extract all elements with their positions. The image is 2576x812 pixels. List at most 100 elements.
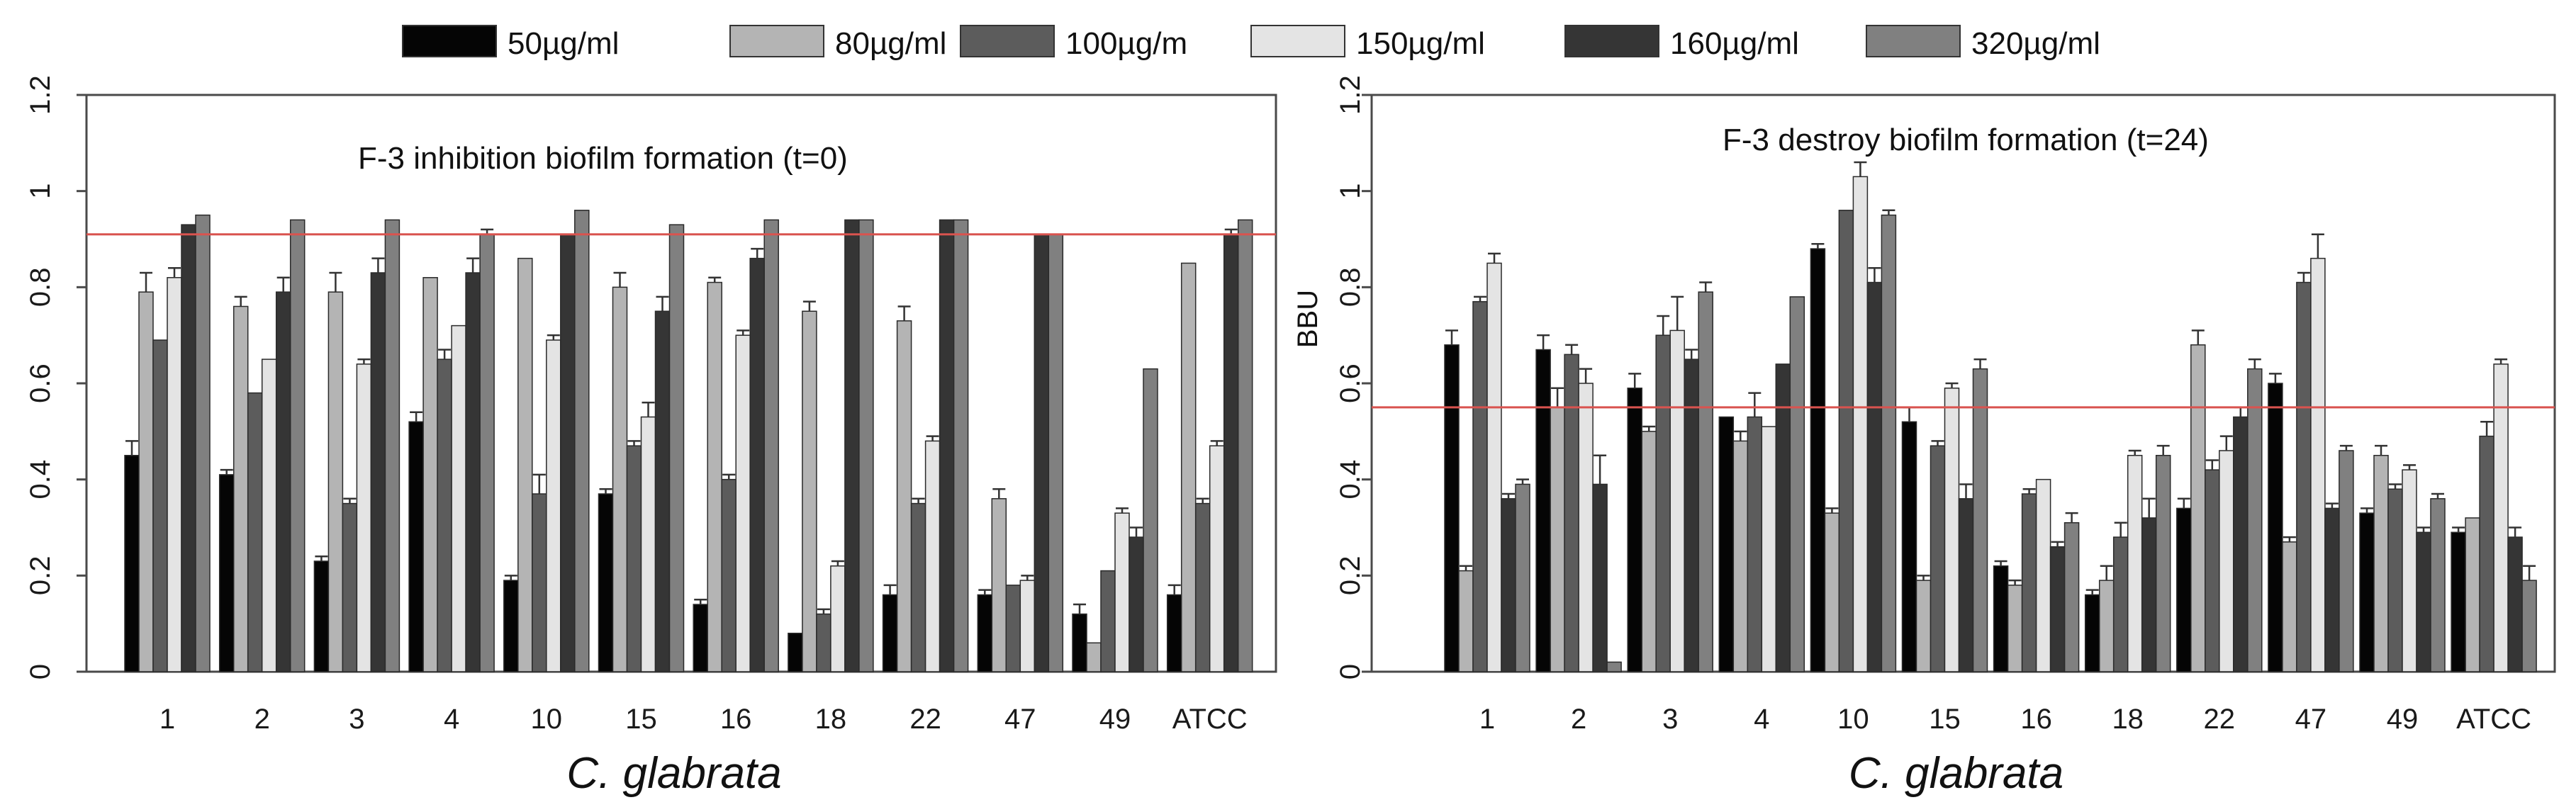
bar-80-g-ml-4 [1732,440,1749,672]
bar-160-g-ml-atcc [2507,536,2523,672]
error-bar [140,271,152,293]
error-bar [1196,497,1209,504]
bar-320-g-ml-22 [2247,368,2263,672]
bar-160-g-ml-3 [370,272,386,672]
error-bar [2191,329,2205,345]
bar-80-g-ml-2 [233,305,249,672]
bar-100-g-m-10 [532,493,547,672]
y-axis: 0 0.2 0.4 0.6 0.8 1 1.2 [25,75,86,680]
bar-320-g-ml-atcc [1237,219,1253,672]
bar-160-g-ml-3 [1684,359,1699,672]
x-tick-label: 16 [720,704,752,735]
bar-50-g-ml-47 [2268,383,2283,672]
error-bar [504,575,517,581]
legend-label: 160µg/ml [1670,26,1799,61]
error-bar [1657,315,1670,336]
bar-320-g-ml-10 [1881,214,1897,672]
y-axis: 0 0.2 0.4 0.6 0.8 1 1.2 [1335,75,1372,680]
bar-160-g-ml-49 [1129,536,1144,672]
error-bar [978,589,992,595]
x-tick-label: 2 [254,704,270,735]
error-bar [1167,584,1181,595]
error-bar [1445,329,1458,345]
bar-320-g-ml-atcc [2521,580,2537,672]
bar-150-g-ml-18 [830,565,846,672]
bar-320-g-ml-22 [953,219,969,672]
error-bar [1210,440,1223,446]
error-bar [343,497,357,504]
bar-50-g-ml-15 [1901,421,1917,672]
y-tick-label: 0 [1335,664,1366,680]
error-bar [2389,483,2402,490]
bar-320-g-ml-4 [1789,296,1805,672]
bar-100-g-m-1 [152,339,168,672]
x-tick-label: 1 [1479,704,1495,735]
legend-swatch [729,25,824,57]
legend-item-80-g-ml: 80µg/ml [729,25,946,61]
legend-swatch [960,25,1055,57]
bar-50-g-ml-1 [124,455,140,672]
bar-150-g-ml-atcc [2493,363,2509,672]
x-tick-label: 18 [2112,704,2144,735]
chart-panel-inhibition: 0 0.2 0.4 0.6 0.8 1 1.2 1 2 3 4 10 15 16 18 22 47 49 ATCC C… [25,75,1277,798]
error-bar [220,468,233,475]
error-bar [2268,373,2282,383]
x-tick-label: 22 [909,704,941,735]
bar-80-g-ml-49 [1086,642,1102,672]
error-bar [2100,565,2113,581]
bar-150-g-ml-18 [2127,455,2143,672]
bar-100-g-m-15 [1930,445,1946,672]
error-bar [2008,579,2022,585]
bar-50-g-ml-atcc [2451,531,2466,672]
legend: 50µg/ml 80µg/ml 100µg/m 150µg/ml 160µg/ml 320… [402,25,2100,61]
x-tick-label: 49 [1099,704,1131,735]
y-tick-label: 0 [25,664,56,680]
bar-50-g-ml-49 [1072,613,1087,672]
x-tick-label: 4 [444,704,459,735]
bar-100-g-m-3 [342,502,358,672]
bar-100-g-m-2 [247,392,263,672]
bar-80-g-ml-22 [896,320,912,672]
bars [1444,161,2537,672]
error-bar [168,266,181,278]
bar-320-g-ml-15 [1972,368,1988,672]
bar-150-g-ml-49 [2402,469,2417,672]
x-tick-label: 1 [159,704,175,735]
error-bar [1116,507,1129,514]
bar-80-g-ml-3 [1641,431,1657,672]
error-bar [1825,507,1839,514]
bar-160-g-ml-47 [1034,233,1050,672]
bar-320-g-ml-16 [763,219,779,672]
legend-swatch [1564,25,1659,57]
error-bar [1671,295,1684,331]
error-bar [2452,526,2465,533]
legend-label: 80µg/ml [835,26,946,61]
bar-50-g-ml-22 [2176,507,2192,672]
bar-150-g-ml-15 [1944,388,1960,672]
y-tick-label: 0.4 [1335,460,1366,500]
bar-100-g-m-4 [1747,416,1763,672]
error-bar [817,608,830,614]
x-tick-label: 4 [1754,704,1769,735]
error-bar [371,257,385,273]
error-bar [532,473,546,495]
error-bar [410,411,423,422]
error-bar [2283,536,2296,542]
bar-320-g-ml-1 [195,214,211,672]
error-bar [2114,521,2127,538]
bar-150-g-ml-4 [451,325,466,672]
error-bar [329,271,342,293]
error-bar [1734,430,1747,441]
error-bar [1748,392,1762,417]
bar-50-g-ml-18 [2084,594,2100,672]
bar-80-g-ml-22 [2190,344,2206,672]
error-bar [315,555,328,561]
error-bar [2494,358,2508,364]
legend-item-160-g-ml: 160µg/ml [1564,25,1799,61]
error-bar [1594,454,1607,485]
bar-80-g-ml-4 [422,277,438,672]
x-tick-label: 15 [625,704,657,735]
bar-50-g-ml-47 [977,594,993,672]
x-tick-label: 10 [531,704,563,735]
error-bar [2311,233,2324,259]
